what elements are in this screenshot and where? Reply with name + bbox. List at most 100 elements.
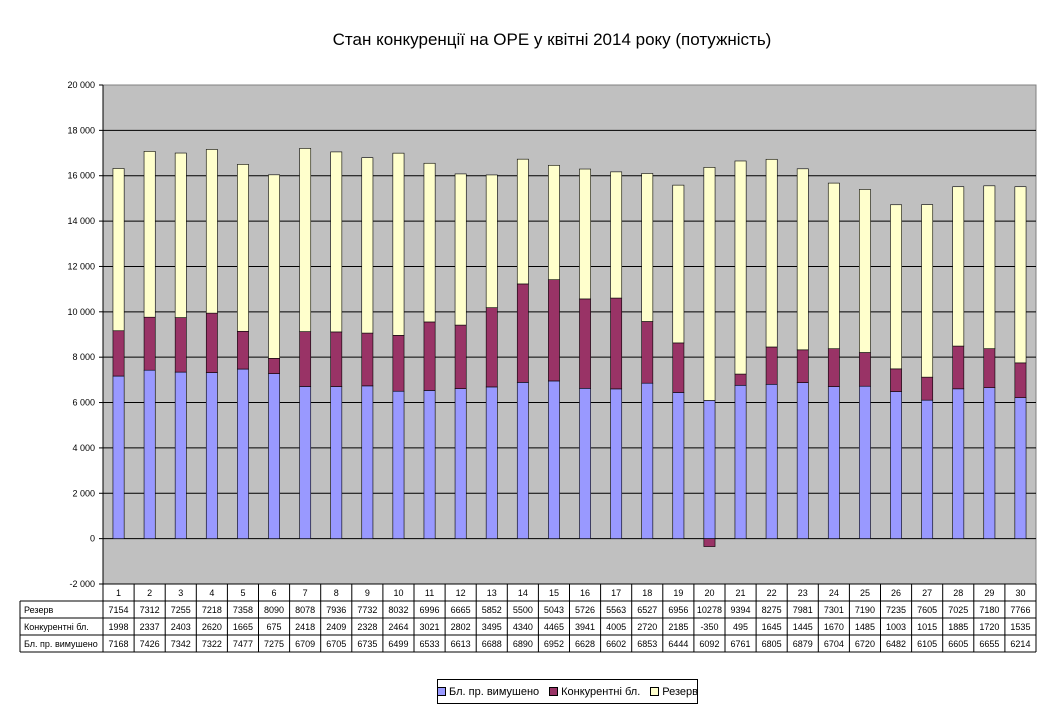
x-tick-label: 22: [767, 588, 777, 598]
legend-swatch-forced: [437, 687, 447, 696]
bar-forced: [516, 382, 529, 539]
bar-reserve: [423, 162, 436, 323]
table-cell: 7732: [357, 605, 377, 615]
bar-competitive: [112, 330, 125, 377]
table-cell: 6092: [699, 639, 719, 649]
legend-label-forced: Бл. пр. вимушено: [449, 685, 540, 698]
bar-forced: [703, 400, 716, 539]
bar-reserve: [1014, 186, 1027, 364]
bar-competitive: [672, 342, 685, 393]
x-tick-label: 4: [209, 588, 214, 598]
table-cell: 7168: [109, 639, 129, 649]
bar-forced: [205, 372, 218, 539]
y-tick-label: 16 000: [67, 171, 95, 181]
bar-reserve: [579, 168, 591, 300]
table-cell: 675: [267, 622, 282, 632]
table-cell: 7426: [140, 639, 160, 649]
bar-forced: [827, 386, 840, 539]
y-tick-label: 12 000: [67, 261, 95, 271]
table-cell: 6952: [544, 639, 564, 649]
bar-competitive: [423, 321, 436, 391]
table-cell: 7322: [202, 639, 222, 649]
bar-reserve: [921, 204, 934, 378]
bar-competitive: [579, 298, 591, 389]
legend-swatch-competitive: [549, 687, 559, 696]
bar-forced: [237, 368, 249, 539]
table-cell: 2720: [637, 622, 657, 632]
table-cell: 2185: [668, 622, 688, 632]
bar-competitive: [205, 312, 218, 373]
bar-forced: [796, 382, 809, 539]
bar-forced: [174, 371, 187, 539]
y-tick-label: 6 000: [72, 398, 95, 408]
x-tick-label: 26: [891, 588, 901, 598]
x-tick-label: 21: [736, 588, 746, 598]
table-cell: -350: [700, 622, 718, 632]
table-cell: 6956: [668, 605, 688, 615]
table-cell: 3941: [575, 622, 595, 632]
bar-competitive: [392, 335, 405, 392]
table-cell: 6879: [793, 639, 813, 649]
legend-label-reserve: Резерв: [662, 685, 698, 698]
bar-competitive: [330, 331, 343, 387]
table-cell: 6214: [1010, 639, 1030, 649]
table-cell: 7235: [886, 605, 906, 615]
data-table: 1 2 3 4 5 6 7 8 9 10 11 12 13 14 15 16 17 18 19 20 21 22 23 24 2…: [19, 583, 1037, 653]
table-cell: 7301: [824, 605, 844, 615]
y-tick-label: 18 000: [67, 125, 95, 135]
table-cell: 7936: [326, 605, 346, 615]
bar-competitive: [859, 352, 871, 387]
bar-reserve: [112, 168, 125, 332]
table-cell: 2403: [171, 622, 191, 632]
bar-competitive: [890, 368, 902, 392]
table-cell: 2464: [388, 622, 408, 632]
table-cell: 4465: [544, 622, 564, 632]
table-cell: 5043: [544, 605, 564, 615]
bar-competitive: [1014, 362, 1027, 398]
table-cell: 6105: [917, 639, 937, 649]
y-tick-label: 2 000: [72, 488, 95, 498]
x-tick-label: 1: [116, 588, 121, 598]
bar-competitive: [827, 348, 840, 387]
chart-title: Стан конкуренції на ОРЕ у квітні 2014 ро…: [333, 30, 772, 49]
table-cell: 7605: [917, 605, 937, 615]
bar-reserve: [330, 151, 343, 333]
legend-item-forced: Бл. пр. вимушено: [437, 686, 539, 698]
x-tick-label: 15: [549, 588, 559, 598]
table-cell: 7342: [171, 639, 191, 649]
table-cell: 6602: [606, 639, 626, 649]
table-cell: 7190: [855, 605, 875, 615]
table-cell: 6665: [451, 605, 471, 615]
bar-reserve: [548, 164, 560, 280]
bar-reserve: [205, 149, 218, 314]
bar-competitive: [952, 345, 965, 390]
table-cell: 6735: [357, 639, 377, 649]
bar-reserve: [143, 151, 156, 318]
plot-background: [102, 84, 1037, 585]
x-tick-label: 30: [1015, 588, 1025, 598]
x-tick-label: 25: [860, 588, 870, 598]
x-tick-label: 17: [611, 588, 621, 598]
bar-competitive: [143, 316, 156, 371]
table-cell: 6705: [326, 639, 346, 649]
bar-competitive: [485, 307, 498, 388]
table-cell: 7218: [202, 605, 222, 615]
bar-reserve: [641, 173, 654, 322]
y-tick-label: 20 000: [67, 80, 95, 90]
bar-forced: [361, 385, 374, 539]
table-cell: 7312: [140, 605, 160, 615]
bar-forced: [485, 386, 498, 539]
plot-area: [102, 84, 1037, 585]
x-tick-label: 20: [704, 588, 714, 598]
bar-competitive: [796, 349, 809, 383]
bar-reserve: [361, 157, 374, 334]
x-tick-label: 2: [147, 588, 152, 598]
bar-reserve: [952, 186, 965, 347]
bar-forced: [610, 388, 623, 539]
bar-competitive: [703, 538, 716, 547]
bar-forced: [952, 388, 965, 539]
bar-reserve: [237, 164, 249, 332]
bar-reserve: [859, 189, 871, 353]
bar-competitive: [516, 283, 529, 383]
bar-reserve: [827, 182, 840, 349]
